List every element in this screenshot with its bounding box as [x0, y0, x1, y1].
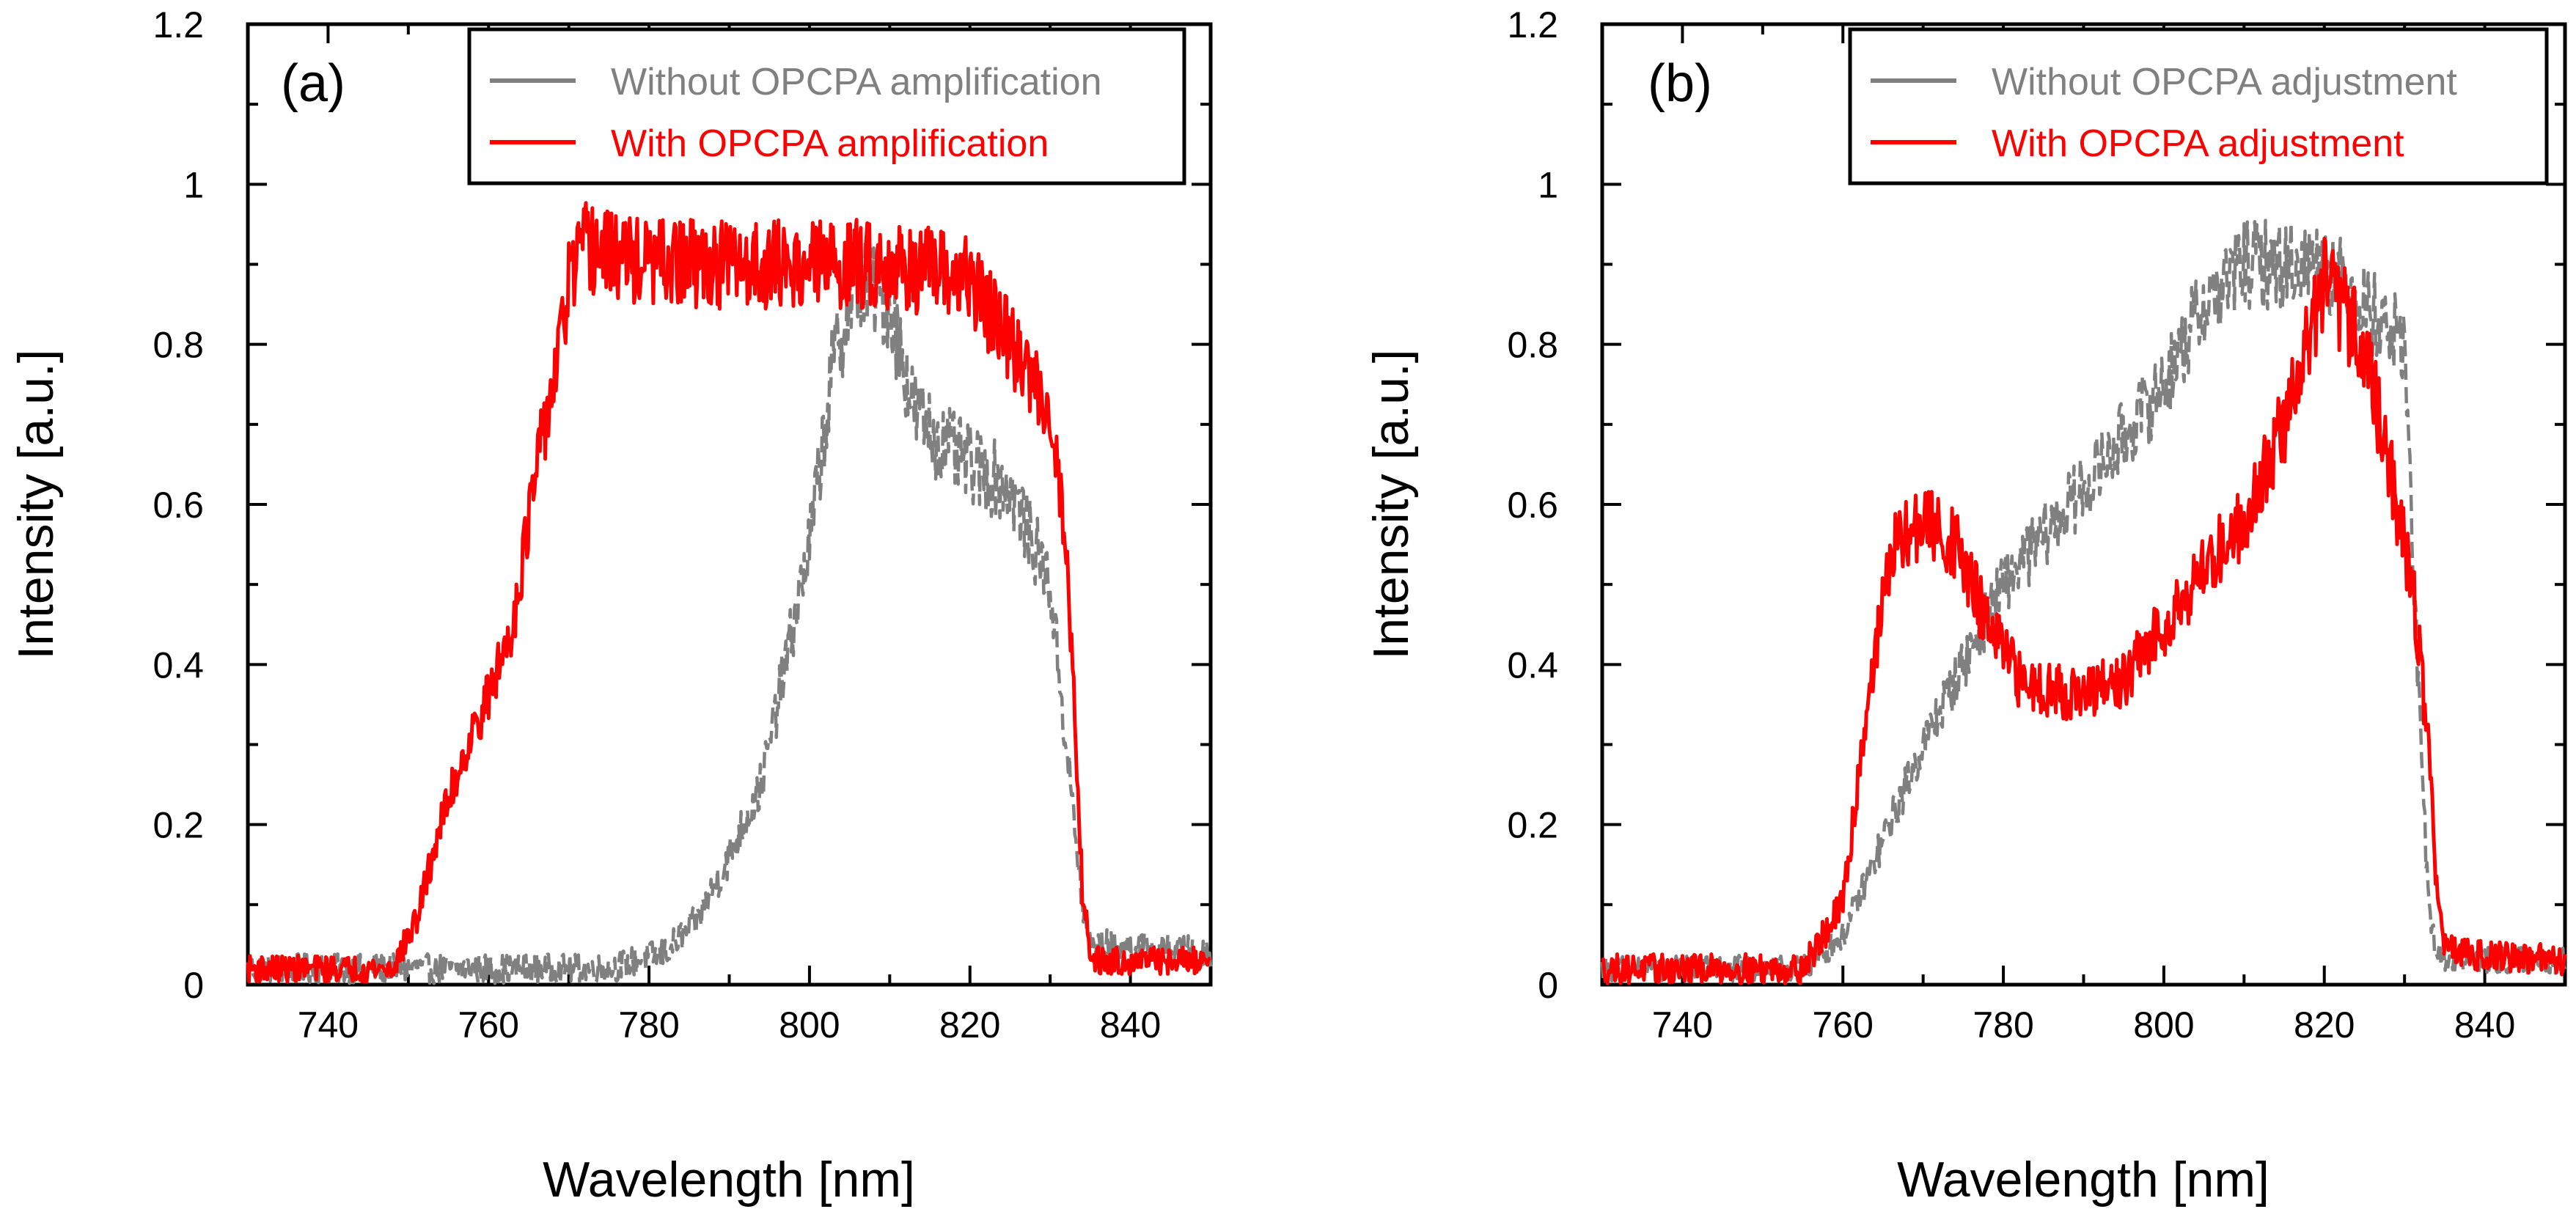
y-tick-label: 0.2 [153, 805, 204, 846]
legend: Without OPCPA adjustment With OPCPA adju… [1848, 27, 2549, 185]
data-lines [246, 201, 1213, 985]
panel-label: (a) [281, 54, 345, 113]
x-axis-title: Wavelength [nm] [543, 1152, 915, 1208]
legend-box [1848, 27, 2549, 185]
tick-labels: 740 760 780 800 820 840 0 0.2 0.4 0.6 0.8 1 1.2 [1507, 4, 2515, 1046]
x-tick-label: 800 [2133, 1004, 2194, 1046]
series-line-with [246, 201, 1211, 984]
y-tick-label: 0.6 [1507, 485, 1558, 526]
legend-label-without: Without OPCPA amplification [611, 61, 1102, 103]
y-tick-label: 1.2 [153, 4, 204, 45]
y-tick-label: 1.2 [1507, 4, 1558, 45]
x-tick-label: 740 [298, 1004, 359, 1046]
x-tick-label: 740 [1652, 1004, 1713, 1046]
legend-label-with: With OPCPA adjustment [1992, 122, 2404, 165]
y-axis-title: Intensity [a.u.] [8, 349, 64, 659]
legend-box [467, 27, 1186, 185]
series-line-with [1600, 236, 2567, 985]
data-lines [1600, 218, 2567, 985]
x-tick-label: 820 [2294, 1004, 2355, 1046]
x-tick-label: 780 [1973, 1004, 2033, 1046]
legend-label-with: With OPCPA amplification [611, 122, 1049, 165]
y-tick-label: 0.8 [1507, 325, 1558, 366]
x-tick-label: 840 [2454, 1004, 2515, 1046]
y-tick-label: 0 [1538, 965, 1558, 1006]
tick-labels: 740 760 780 800 820 840 0 0.2 0.4 0.6 0.8 1 1.2 [153, 4, 1161, 1046]
y-tick-label: 1 [183, 164, 204, 205]
panel-label: (b) [1648, 54, 1712, 113]
y-tick-label: 1 [1538, 164, 1558, 205]
x-tick-label: 760 [1813, 1004, 1874, 1046]
y-axis-title: Intensity [a.u.] [1363, 349, 1419, 659]
x-tick-label: 760 [458, 1004, 519, 1046]
series-line-without [246, 242, 1213, 985]
y-tick-label: 0 [183, 965, 204, 1006]
x-tick-label: 820 [939, 1004, 1000, 1046]
x-tick-label: 780 [618, 1004, 679, 1046]
x-tick-label: 840 [1100, 1004, 1161, 1046]
y-tick-label: 0.4 [153, 644, 204, 686]
legend: Without OPCPA amplification With OPCPA a… [467, 27, 1186, 185]
y-tick-label: 0.6 [153, 485, 204, 526]
x-tick-label: 800 [779, 1004, 840, 1046]
y-tick-label: 0.8 [153, 325, 204, 366]
x-axis-title: Wavelength [nm] [1897, 1152, 2269, 1208]
legend-label-without: Without OPCPA adjustment [1992, 61, 2457, 103]
y-tick-label: 0.2 [1507, 805, 1558, 846]
y-tick-label: 0.4 [1507, 644, 1558, 686]
